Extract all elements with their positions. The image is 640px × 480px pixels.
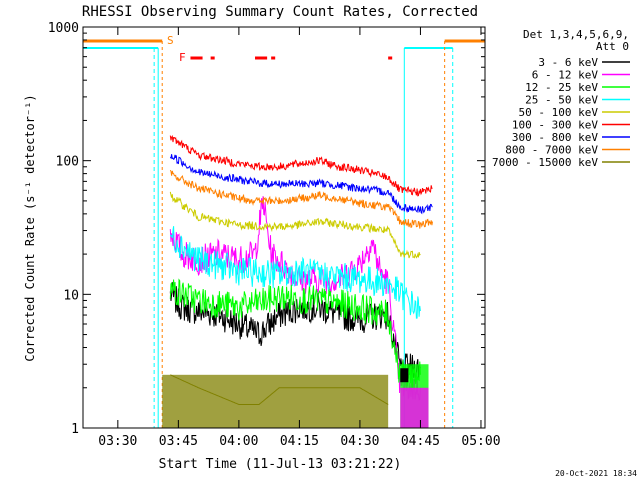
olive-channel-fill xyxy=(162,374,389,428)
text-labels: RHESSI Observing Summary Count Rates, Co… xyxy=(23,4,637,478)
black-channel-block xyxy=(400,368,409,383)
chart-title: RHESSI Observing Summary Count Rates, Co… xyxy=(82,4,478,20)
legend-label: 800 - 7000 keV xyxy=(505,144,598,157)
series-line-3 xyxy=(169,226,421,319)
legend-label: 100 - 300 keV xyxy=(512,119,598,132)
x-tick-label: 04:00 xyxy=(219,434,258,449)
y-tick-label: 10 xyxy=(63,288,79,303)
plot-frame xyxy=(82,26,486,429)
y-tick-label: 1000 xyxy=(48,21,79,36)
y-tick-label: 1 xyxy=(71,422,79,437)
x-tick-label: 04:15 xyxy=(280,434,319,449)
legend-header-line1: Det 1,3,4,5,6,9, xyxy=(523,28,629,41)
series-line-4 xyxy=(169,191,421,259)
legend-label: 3 - 6 keV xyxy=(538,56,598,69)
legend-header-line2: Att 0 xyxy=(596,40,629,53)
series-line-2 xyxy=(169,278,421,389)
series-line-7 xyxy=(169,169,433,229)
legend-label: 300 - 800 keV xyxy=(512,131,598,144)
x-tick-label: 05:00 xyxy=(461,434,500,449)
series-line-5 xyxy=(169,135,433,197)
legend-label: 7000 - 15000 keV xyxy=(492,156,598,169)
series-lines xyxy=(162,135,433,428)
f-flag-label: F xyxy=(179,51,186,64)
x-tick-label: 03:30 xyxy=(98,434,137,449)
x-tick-label: 03:45 xyxy=(159,434,198,449)
x-tick-label: 04:30 xyxy=(340,434,379,449)
s-flag-label: S xyxy=(167,34,174,47)
x-tick-label: 04:45 xyxy=(401,434,440,449)
background-fills xyxy=(83,39,485,428)
timestamp: 20-Oct-2021 18:34 xyxy=(555,469,637,478)
y-tick-label: 100 xyxy=(56,155,79,170)
magenta-channel-fill xyxy=(400,387,429,428)
series-line-6 xyxy=(169,154,433,215)
y-axis-label: Corrected Count Rate (s⁻¹ detector⁻¹) xyxy=(23,94,37,361)
legend-label: 25 - 50 keV xyxy=(525,94,598,107)
legend-label: 12 - 25 keV xyxy=(525,81,598,94)
legend-label: 50 - 100 keV xyxy=(519,106,599,119)
x-axis-label: Start Time (11-Jul-13 03:21:22) xyxy=(159,457,402,472)
legend-label: 6 - 12 keV xyxy=(532,69,599,82)
plot-border xyxy=(82,26,486,429)
